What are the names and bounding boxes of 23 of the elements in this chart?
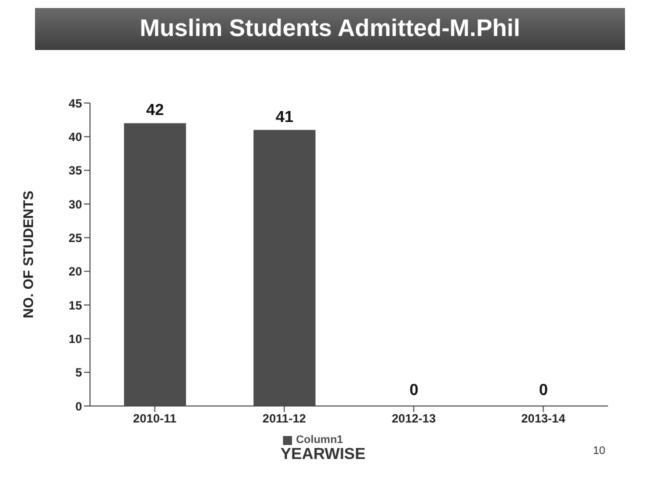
text: 10 bbox=[593, 445, 606, 457]
data-label: 42 bbox=[146, 102, 164, 120]
y-tick-label: 20 bbox=[68, 264, 82, 279]
x-tick-label: 2011-12 bbox=[262, 412, 306, 426]
x-axis-title: YEARWISE bbox=[280, 446, 366, 463]
y-tick-label: 40 bbox=[68, 130, 82, 144]
x-tick-label: 2010-11 bbox=[133, 412, 177, 426]
data-label: 0 bbox=[539, 382, 548, 399]
chart-title: Muslim Students Admitted-M.Phil bbox=[35, 8, 625, 50]
y-tick-label: 45 bbox=[68, 96, 82, 110]
data-label: 0 bbox=[410, 382, 419, 399]
y-tick-label: 15 bbox=[68, 298, 82, 312]
y-tick-label: 30 bbox=[68, 197, 82, 212]
data-label: 41 bbox=[276, 108, 294, 126]
x-tick-label: 2012-13 bbox=[392, 412, 436, 426]
y-tick-label: 25 bbox=[68, 230, 82, 245]
legend-label: Column1 bbox=[296, 434, 344, 446]
x-tick-label: 2013-14 bbox=[521, 412, 566, 426]
y-tick-label: 5 bbox=[75, 366, 82, 380]
y-tick-label: 35 bbox=[68, 164, 82, 178]
y-tick-label: 10 bbox=[68, 332, 82, 346]
y-axis-title: NO. OF STUDENTS bbox=[20, 190, 36, 318]
y-tick-label: 0 bbox=[75, 399, 82, 414]
